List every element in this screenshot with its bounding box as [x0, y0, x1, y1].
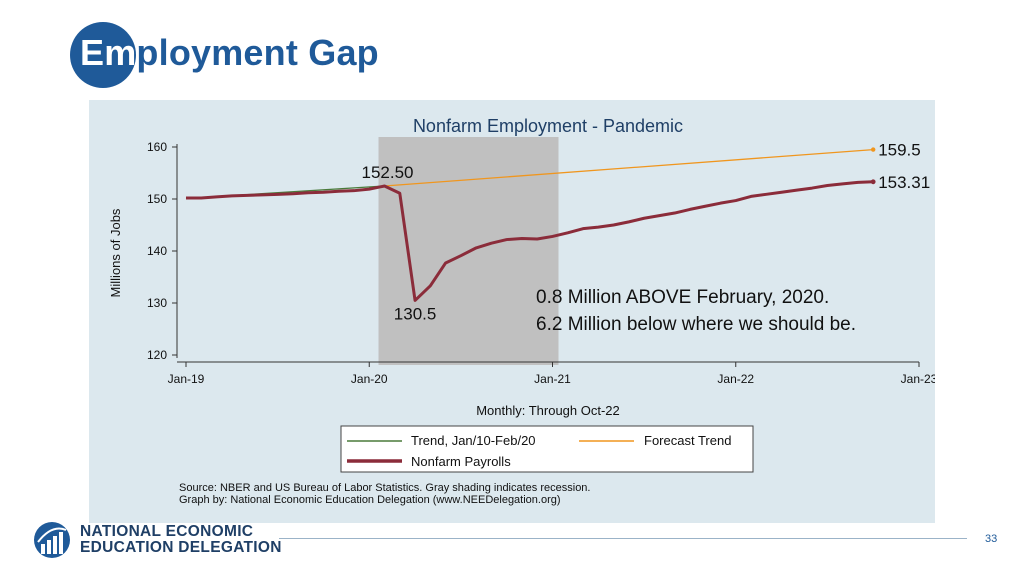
y-tick-label: 160 — [147, 140, 167, 154]
gap-annotation: 0.8 Million ABOVE February, 2020. 6.2 Mi… — [536, 284, 856, 338]
y-axis-label: Millions of Jobs — [108, 208, 123, 297]
y-tick-label: 120 — [147, 348, 167, 362]
x-tick-label: Jan-20 — [351, 372, 388, 386]
logo-mark-icon — [34, 522, 70, 558]
x-tick-label: Jan-21 — [534, 372, 571, 386]
payrolls-end-point — [870, 179, 876, 185]
slide-title-rest: ployment Gap — [136, 32, 379, 73]
payrolls-end-label: 153.31 — [878, 173, 930, 192]
y-tick-label: 130 — [147, 296, 167, 310]
forecast-trend-line — [384, 148, 874, 187]
peak-value-label: 152.50 — [362, 163, 414, 182]
need-logo: NATIONAL ECONOMIC EDUCATION DELEGATION — [32, 518, 281, 560]
x-tick-label: Jan-23 — [901, 372, 935, 386]
logo-line-2: EDUCATION DELEGATION — [80, 539, 282, 556]
slide-title: Employment Gap — [80, 32, 379, 74]
logo-line-1: NATIONAL ECONOMIC — [80, 523, 254, 540]
x-tick-label: Jan-19 — [168, 372, 205, 386]
x-axis-label: Monthly: Through Oct-22 — [476, 403, 620, 418]
employment-chart: 120 130 140 150 160 Jan-19 Jan-20 Jan-21 Jan-22 J… — [108, 116, 935, 506]
annotation-line-1: 0.8 Million ABOVE February, 2020. — [536, 287, 830, 308]
nonfarm-payrolls-line — [186, 180, 874, 302]
source-note-line2: Graph by: National Economic Education De… — [179, 494, 561, 506]
title-accent-circle — [70, 22, 136, 88]
legend-item-forecast: Forecast Trend — [644, 433, 731, 448]
forecast-end-label: 159.5 — [878, 141, 921, 160]
forecast-end-point — [870, 147, 876, 152]
source-note-line1: Source: NBER and US Bureau of Labor Stat… — [179, 482, 591, 494]
chart-legend: Trend, Jan/10-Feb/20 Forecast Trend Nonf… — [340, 425, 754, 473]
chart-title: Nonfarm Employment - Pandemic — [413, 116, 683, 136]
legend-item-trend: Trend, Jan/10-Feb/20 — [411, 433, 536, 448]
annotation-line-2: 6.2 Million below where we should be. — [536, 314, 857, 335]
page-number: 33 — [985, 533, 998, 545]
trough-value-label: 130.5 — [394, 304, 437, 323]
slide-title-lead: Em — [80, 32, 137, 73]
x-tick-label: Jan-22 — [717, 372, 754, 386]
legend-item-payrolls: Nonfarm Payrolls — [411, 454, 511, 469]
y-tick-label: 140 — [147, 244, 167, 258]
footer-divider — [279, 538, 967, 539]
y-tick-label: 150 — [147, 192, 167, 206]
chart-panel: 120 130 140 150 160 Jan-19 Jan-20 Jan-21 Jan-22 J… — [89, 100, 935, 523]
